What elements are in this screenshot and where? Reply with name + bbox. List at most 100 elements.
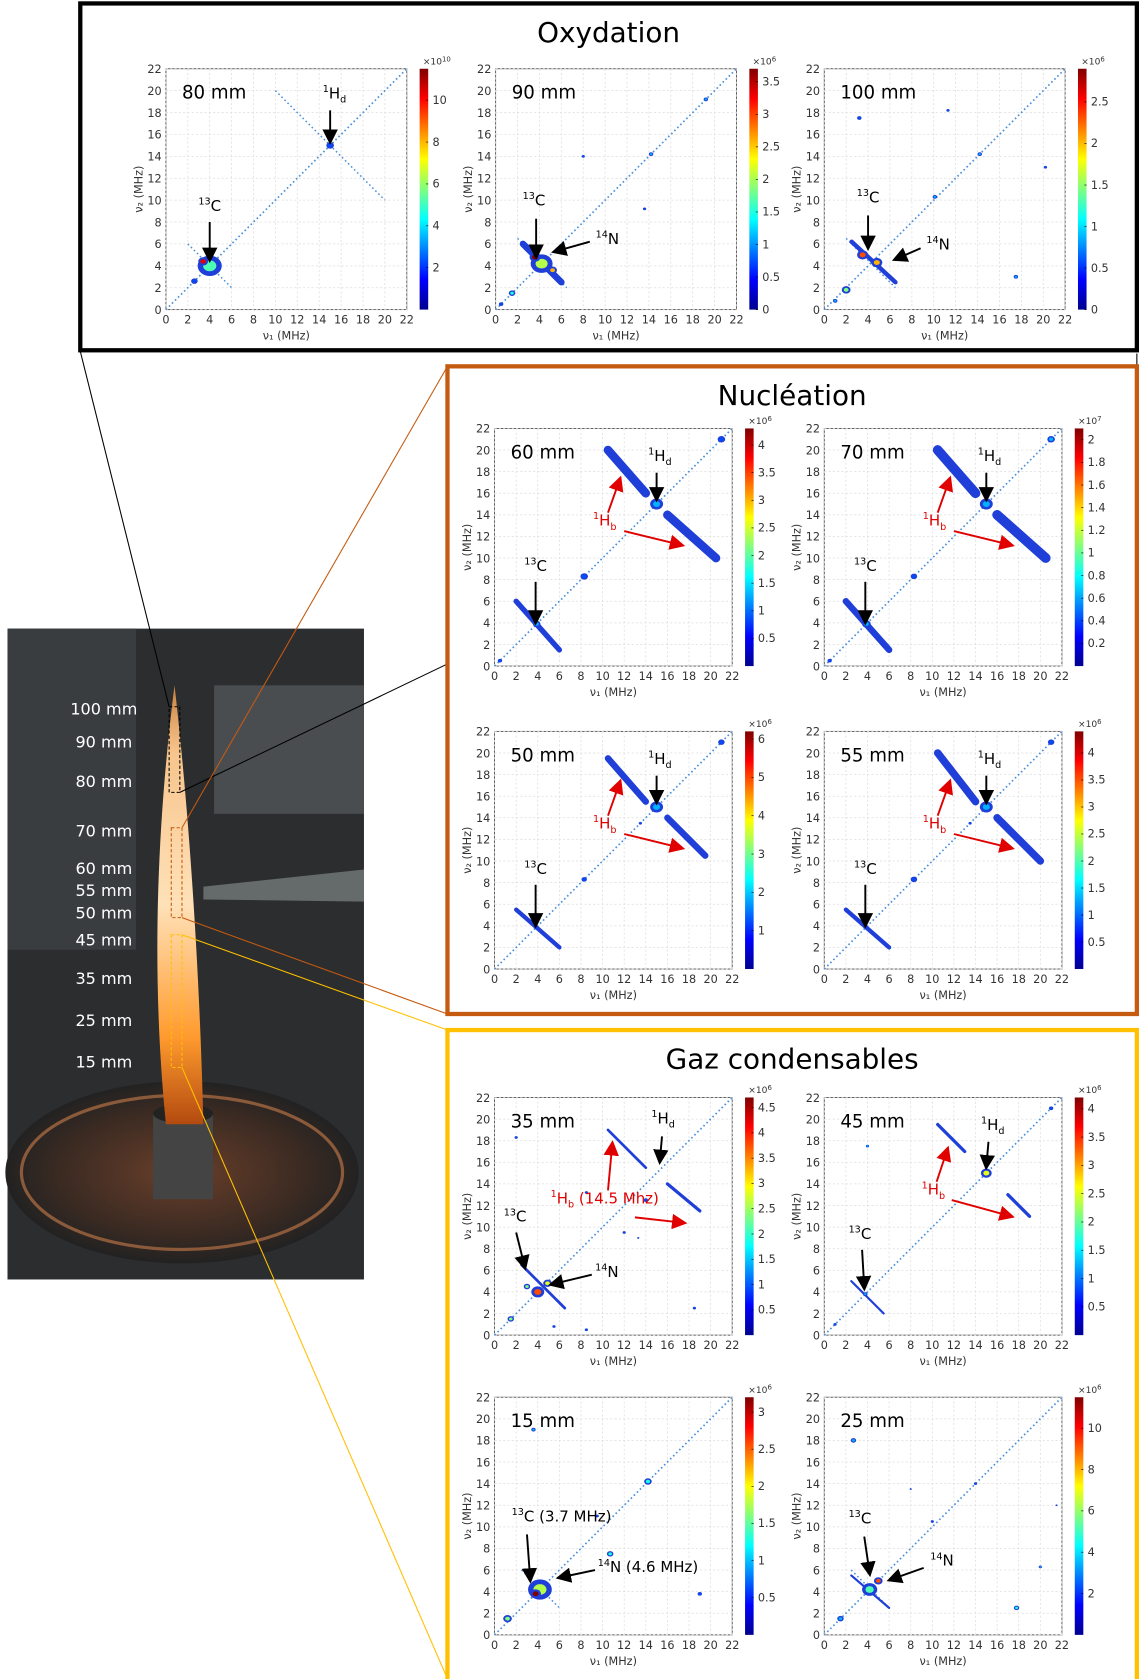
ridge	[604, 755, 650, 805]
annotation-sup: 13	[524, 860, 536, 871]
x-tick-label: 10	[268, 314, 282, 327]
colorbar	[745, 428, 754, 667]
annotation-sup: 14	[596, 229, 608, 240]
y-tick-label: 0	[813, 963, 820, 976]
y-tick-label: 12	[147, 173, 161, 186]
colorbar-exponent: ×106	[748, 718, 772, 730]
x-tick-label: 16	[334, 314, 348, 327]
peak-core	[851, 1439, 855, 1442]
peak-core	[931, 1520, 934, 1523]
peak-core	[525, 1285, 529, 1288]
y-axis-label: ν₂ (MHz)	[791, 1193, 804, 1240]
y-tick-label: 0	[483, 1329, 490, 1342]
colorbar-tick-label: 2	[1088, 855, 1095, 868]
annotation-sub: b	[940, 522, 946, 533]
colorbar-tick-label: 0.5	[762, 271, 780, 284]
x-tick-label: 12	[617, 1339, 631, 1352]
x-tick-label: 8	[580, 314, 587, 327]
y-tick-label: 18	[806, 466, 820, 479]
x-tick-label: 0	[821, 973, 828, 986]
y-tick-label: 14	[806, 812, 820, 825]
x-tick-label: 10	[925, 1639, 939, 1652]
x-tick-label: 4	[864, 973, 871, 986]
colorbar-tick-label: 2	[1088, 1587, 1095, 1600]
ridge	[665, 1182, 702, 1213]
y-tick-label: 10	[806, 1521, 820, 1534]
annotation-text: H	[329, 84, 340, 102]
peak-core	[875, 1578, 881, 1583]
x-tick-label: 16	[660, 670, 674, 683]
x-tick-label: 8	[907, 973, 914, 986]
spectrum-panel: 00224466881010121214141616181820202222ν₁…	[791, 1084, 1106, 1368]
peak-annotation: 1Hd	[323, 84, 347, 106]
colorbar-tick-label: 4	[1088, 1546, 1095, 1559]
colorbar	[749, 68, 758, 310]
peak-core	[866, 1145, 869, 1147]
peak-core	[532, 254, 539, 260]
peak-core	[1049, 1107, 1053, 1110]
peak-annotation: 13C	[504, 1207, 527, 1225]
peak-core	[719, 437, 724, 441]
colorbar-tick-label: 6	[432, 178, 439, 191]
y-tick-label: 4	[483, 1286, 490, 1299]
y-tick-label: 16	[147, 129, 161, 142]
y-tick-label: 16	[476, 1157, 490, 1170]
x-tick-label: 14	[968, 670, 982, 683]
y-tick-label: 16	[806, 790, 820, 803]
annotation-text: H	[557, 1189, 568, 1207]
y-tick-label: 4	[813, 260, 820, 273]
x-tick-label: 22	[1058, 314, 1072, 327]
y-tick-label: 20	[806, 444, 820, 457]
y-tick-label: 8	[483, 1543, 490, 1556]
ridge	[606, 1128, 648, 1170]
y-tick-label: 14	[476, 1478, 490, 1491]
y-tick-label: 16	[476, 790, 490, 803]
y-tick-label: 2	[813, 1608, 820, 1621]
y-tick-label: 18	[806, 1135, 820, 1148]
x-tick-label: 0	[821, 1339, 828, 1352]
annotation-text: N	[943, 1552, 954, 1570]
annotation-tail: (4.6 MHz)	[621, 1558, 698, 1576]
peak-core	[933, 195, 937, 198]
y-tick-label: 16	[806, 1456, 820, 1469]
y-tick-label: 8	[813, 1243, 820, 1256]
x-tick-label: 10	[595, 1639, 609, 1652]
annotation-sup: 14	[598, 1558, 610, 1569]
colorbar-tick-label: 2	[758, 549, 765, 562]
annotation-arrow	[935, 1145, 952, 1183]
annotation-text: C	[537, 860, 547, 878]
x-tick-label: 4	[864, 314, 871, 327]
peak-core	[947, 109, 949, 112]
peak-core	[693, 1307, 696, 1309]
x-tick-label: 14	[639, 670, 653, 683]
x-tick-label: 2	[514, 314, 521, 327]
annotation-text: H	[984, 750, 995, 768]
peak-annotation: 1Hb	[593, 814, 617, 836]
annotation-sub: b	[939, 1191, 945, 1202]
y-tick-label: 20	[476, 747, 490, 760]
y-tick-label: 6	[813, 1564, 820, 1577]
x-tick-label: 10	[595, 670, 609, 683]
exponent-base: ×10	[1078, 1386, 1097, 1396]
y-tick-label: 18	[806, 1435, 820, 1448]
annotation-sub: d	[669, 1120, 675, 1131]
x-tick-label: 16	[660, 1639, 674, 1652]
x-tick-label: 12	[947, 1639, 961, 1652]
x-tick-label: 12	[620, 314, 634, 327]
x-tick-label: 20	[1033, 973, 1047, 986]
annotation-sup: 1	[923, 814, 929, 825]
y-tick-label: 20	[147, 85, 161, 98]
y-tick-label: 4	[483, 617, 490, 630]
y-tick-label: 4	[154, 260, 161, 273]
x-tick-label: 2	[513, 1339, 520, 1352]
y-tick-label: 0	[813, 1329, 820, 1342]
colorbar-tick-label: 1	[762, 238, 769, 251]
colorbar-tick-label: 3	[758, 848, 765, 861]
x-tick-label: 4	[534, 973, 541, 986]
y-tick-label: 10	[476, 552, 490, 565]
colorbar-tick-label: 1.8	[1088, 456, 1106, 469]
x-tick-label: 14	[968, 973, 982, 986]
peak-core	[643, 208, 646, 210]
flame-photo	[5, 628, 364, 1280]
y-tick-label: 2	[813, 282, 820, 295]
